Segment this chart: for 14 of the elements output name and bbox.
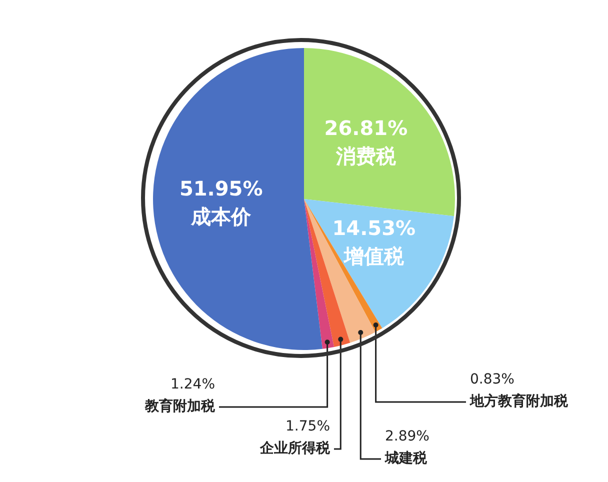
slice-label: 地方教育附加税: [469, 392, 569, 410]
data-label: 1.75%: [286, 418, 330, 435]
slice-label: 教育附加税: [144, 398, 216, 415]
data-label: 0.83%: [470, 372, 514, 388]
data-label: 51.95%: [179, 176, 263, 200]
data-label: 2.89%: [385, 428, 430, 445]
data-label: 14.53%: [332, 216, 416, 240]
slice-label: 成本价: [190, 204, 252, 228]
slice-label: 城建税: [384, 450, 428, 467]
slice-label: 增值税: [342, 244, 405, 268]
data-label: 1.24%: [170, 376, 215, 393]
data-label: 26.81%: [324, 116, 408, 140]
slice-label: 消费税: [334, 144, 397, 168]
slice-label: 企业所得税: [259, 440, 331, 457]
